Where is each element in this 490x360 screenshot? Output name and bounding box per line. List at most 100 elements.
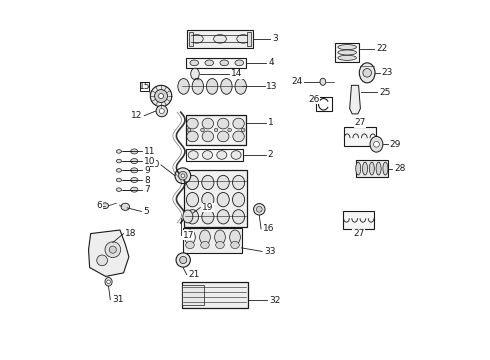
Ellipse shape: [228, 128, 231, 132]
Ellipse shape: [230, 230, 241, 244]
Ellipse shape: [202, 118, 214, 129]
Ellipse shape: [202, 131, 214, 142]
Ellipse shape: [117, 159, 122, 163]
Ellipse shape: [202, 151, 213, 159]
Text: 27: 27: [353, 229, 364, 238]
Bar: [189, 32, 193, 46]
Ellipse shape: [216, 242, 224, 249]
Ellipse shape: [235, 78, 246, 94]
Ellipse shape: [186, 210, 198, 224]
Text: 18: 18: [125, 229, 137, 238]
Ellipse shape: [338, 55, 356, 60]
Bar: [316, 97, 332, 111]
Ellipse shape: [117, 188, 122, 192]
Text: 4: 4: [268, 58, 274, 67]
Text: 23: 23: [381, 68, 393, 77]
Text: 9: 9: [144, 166, 149, 175]
Ellipse shape: [215, 230, 225, 244]
Ellipse shape: [105, 278, 112, 286]
Bar: [184, 170, 247, 227]
Ellipse shape: [232, 193, 245, 207]
Ellipse shape: [192, 78, 203, 94]
Ellipse shape: [187, 118, 198, 129]
Text: 32: 32: [269, 296, 280, 305]
Ellipse shape: [117, 178, 122, 182]
Text: 26: 26: [308, 95, 319, 104]
Ellipse shape: [159, 109, 164, 113]
Ellipse shape: [183, 210, 193, 223]
Bar: [343, 211, 374, 229]
Ellipse shape: [131, 168, 138, 173]
Ellipse shape: [131, 149, 138, 154]
Ellipse shape: [187, 131, 198, 142]
Ellipse shape: [217, 175, 229, 190]
Ellipse shape: [185, 230, 196, 244]
Text: 17: 17: [182, 231, 194, 240]
Ellipse shape: [178, 78, 189, 94]
Ellipse shape: [218, 118, 229, 129]
Ellipse shape: [175, 168, 191, 184]
Ellipse shape: [109, 246, 117, 253]
Bar: [140, 82, 149, 91]
Text: 29: 29: [390, 140, 401, 149]
Ellipse shape: [217, 210, 229, 224]
Ellipse shape: [186, 175, 198, 190]
Ellipse shape: [218, 131, 229, 142]
Ellipse shape: [181, 174, 185, 177]
Ellipse shape: [373, 141, 379, 147]
Ellipse shape: [180, 256, 187, 264]
Text: 19: 19: [202, 203, 214, 212]
Ellipse shape: [202, 175, 214, 190]
Bar: [186, 115, 245, 145]
Text: 12: 12: [131, 111, 143, 120]
Ellipse shape: [190, 60, 198, 66]
Ellipse shape: [156, 105, 168, 117]
Text: 27: 27: [354, 118, 366, 127]
Ellipse shape: [190, 35, 203, 43]
Ellipse shape: [232, 175, 245, 190]
Bar: [183, 228, 242, 253]
Ellipse shape: [131, 187, 138, 192]
Ellipse shape: [220, 78, 232, 94]
Ellipse shape: [369, 162, 374, 175]
Ellipse shape: [202, 210, 214, 224]
Ellipse shape: [176, 253, 190, 267]
Ellipse shape: [105, 242, 121, 257]
Ellipse shape: [217, 151, 227, 159]
Ellipse shape: [356, 162, 361, 175]
Ellipse shape: [383, 162, 388, 175]
Ellipse shape: [205, 60, 214, 66]
Ellipse shape: [201, 128, 204, 132]
Text: 16: 16: [263, 224, 274, 233]
Ellipse shape: [150, 85, 172, 107]
Ellipse shape: [159, 94, 164, 99]
Ellipse shape: [206, 78, 218, 94]
Ellipse shape: [155, 90, 168, 103]
Ellipse shape: [232, 210, 245, 224]
Ellipse shape: [188, 151, 198, 159]
Ellipse shape: [191, 68, 199, 80]
Ellipse shape: [359, 63, 375, 83]
Ellipse shape: [117, 150, 122, 153]
Ellipse shape: [202, 193, 214, 207]
Ellipse shape: [97, 255, 107, 266]
Ellipse shape: [107, 280, 110, 284]
Text: 8: 8: [144, 176, 149, 185]
Text: 24: 24: [291, 77, 302, 86]
Ellipse shape: [338, 45, 356, 50]
Ellipse shape: [131, 158, 138, 163]
Ellipse shape: [201, 242, 209, 249]
Ellipse shape: [363, 162, 368, 175]
Text: 21: 21: [189, 270, 200, 279]
Bar: [186, 149, 243, 161]
Bar: [335, 42, 359, 62]
Text: 1: 1: [268, 118, 273, 127]
Ellipse shape: [256, 206, 262, 212]
Ellipse shape: [214, 128, 218, 132]
Ellipse shape: [338, 50, 356, 55]
Polygon shape: [350, 85, 360, 114]
Ellipse shape: [186, 193, 198, 207]
Text: 13: 13: [267, 82, 278, 91]
Text: 11: 11: [144, 147, 155, 156]
Text: 6: 6: [97, 201, 102, 210]
